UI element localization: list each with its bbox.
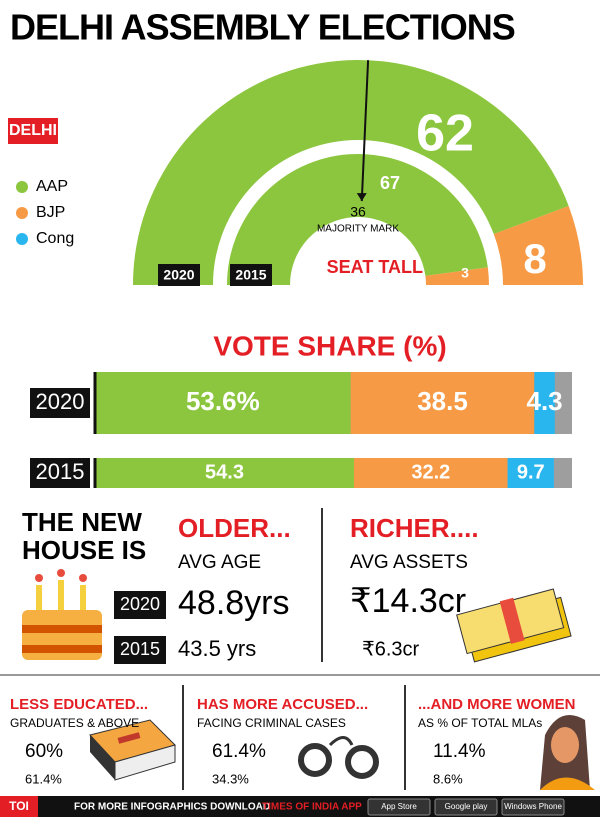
year-box bbox=[30, 458, 90, 488]
older-subtitle: AVG AGE bbox=[178, 552, 261, 573]
panel-title: HAS MORE ACCUSED... bbox=[197, 696, 368, 713]
avg-assets: ₹6.3cr bbox=[362, 638, 420, 660]
year-box bbox=[158, 264, 200, 286]
panel-title: ...AND MORE WOMEN bbox=[418, 696, 576, 713]
panel-value: 34.3% bbox=[212, 771, 249, 786]
panel-value: 8.6% bbox=[433, 771, 463, 786]
region-box bbox=[8, 118, 58, 144]
vote-bar bbox=[507, 458, 554, 488]
cake-icon bbox=[22, 569, 102, 660]
richer-title: RICHER.... bbox=[350, 513, 479, 543]
store-name: App Store bbox=[381, 802, 417, 811]
year-label: 2015 bbox=[235, 267, 266, 283]
vote-label: 38.5 bbox=[417, 386, 468, 416]
woman-icon bbox=[540, 715, 595, 790]
legend-dot bbox=[16, 181, 28, 193]
needle-tip bbox=[356, 193, 367, 202]
panel-title: LESS EDUCATED... bbox=[10, 696, 148, 713]
seat-label: 3 bbox=[461, 265, 469, 281]
legend-dot bbox=[16, 233, 28, 245]
majority-needle bbox=[360, 60, 370, 202]
panel-subtitle: AS % OF TOTAL MLAs bbox=[418, 716, 542, 730]
older-title: OLDER... bbox=[178, 513, 291, 543]
year-box bbox=[230, 264, 272, 286]
vote-label: 9.7 bbox=[517, 461, 545, 483]
vote-label: 54.3 bbox=[205, 461, 244, 483]
year-box bbox=[114, 636, 166, 664]
brand: TOI bbox=[9, 799, 29, 813]
vote-bar bbox=[354, 458, 508, 488]
vote-label: 53.6% bbox=[186, 386, 260, 416]
year-label: 2015 bbox=[36, 459, 85, 484]
seat-arc bbox=[227, 154, 488, 285]
majority-label: MAJORITY MARK bbox=[317, 224, 399, 235]
seat-label: 67 bbox=[380, 173, 400, 193]
year-label: 2020 bbox=[163, 267, 194, 283]
handcuff-icon bbox=[298, 736, 379, 779]
vote-label: 32.2 bbox=[411, 461, 450, 483]
heading-text: THE NEW bbox=[22, 507, 142, 537]
store-name: Google play bbox=[445, 802, 488, 811]
store-name: Windows Phone bbox=[504, 802, 562, 811]
new-house-heading: HOUSE IS bbox=[22, 535, 146, 565]
panel-value: 11.4% bbox=[433, 741, 486, 762]
year-label: 2020 bbox=[36, 389, 85, 414]
vote-bar bbox=[534, 372, 555, 434]
legend-label: BJP bbox=[36, 204, 65, 221]
avg-age: 43.5 yrs bbox=[178, 636, 256, 661]
year-label: 2020 bbox=[120, 594, 160, 614]
vote-label: 4.3 bbox=[526, 386, 562, 416]
seat-label: 62 bbox=[416, 105, 474, 163]
majority-value: 36 bbox=[350, 204, 366, 220]
footer-text: FOR MORE INFOGRAPHICS DOWNLOAD bbox=[74, 802, 270, 813]
legend-label: Cong bbox=[36, 230, 74, 247]
richer-subtitle: AVG ASSETS bbox=[350, 552, 468, 573]
vote-bar bbox=[95, 372, 351, 434]
footer-app: TIMES OF INDIA APP bbox=[262, 802, 362, 813]
new-house-heading: THE NEW bbox=[22, 507, 142, 537]
brand-box bbox=[0, 796, 38, 817]
panel-subtitle: FACING CRIMINAL CASES bbox=[197, 716, 346, 730]
panel-subtitle: GRADUATES & ABOVE bbox=[10, 716, 139, 730]
avg-age: 48.8yrs bbox=[178, 584, 290, 622]
region: DELHI bbox=[9, 122, 57, 139]
money-icon bbox=[456, 588, 572, 663]
avg-assets: ₹14.3cr bbox=[350, 582, 466, 620]
year-box bbox=[30, 388, 90, 418]
store-badge[interactable] bbox=[367, 798, 431, 816]
year-label: 2015 bbox=[120, 639, 160, 659]
vote-bar bbox=[350, 372, 535, 434]
vote-share-title: VOTE SHARE (%) bbox=[213, 330, 446, 361]
legend-label: AAP bbox=[36, 178, 68, 195]
seat-arc bbox=[133, 60, 569, 286]
store-badge[interactable] bbox=[501, 798, 565, 816]
vote-bar bbox=[95, 458, 355, 488]
legend-dot bbox=[16, 207, 28, 219]
panel-value: 61.4% bbox=[25, 771, 62, 786]
panel-value: 60% bbox=[25, 741, 63, 762]
panel-value: 61.4% bbox=[212, 741, 266, 762]
seat-tally-label: SEAT TALLY bbox=[327, 257, 434, 277]
seat-label: 8 bbox=[523, 235, 546, 282]
year-box bbox=[114, 591, 166, 619]
title: DELHI ASSEMBLY ELECTIONS bbox=[10, 7, 515, 48]
store-badge[interactable] bbox=[434, 798, 498, 816]
seat-arc bbox=[425, 267, 489, 285]
book-icon bbox=[89, 719, 176, 781]
seat-arc bbox=[493, 205, 583, 285]
